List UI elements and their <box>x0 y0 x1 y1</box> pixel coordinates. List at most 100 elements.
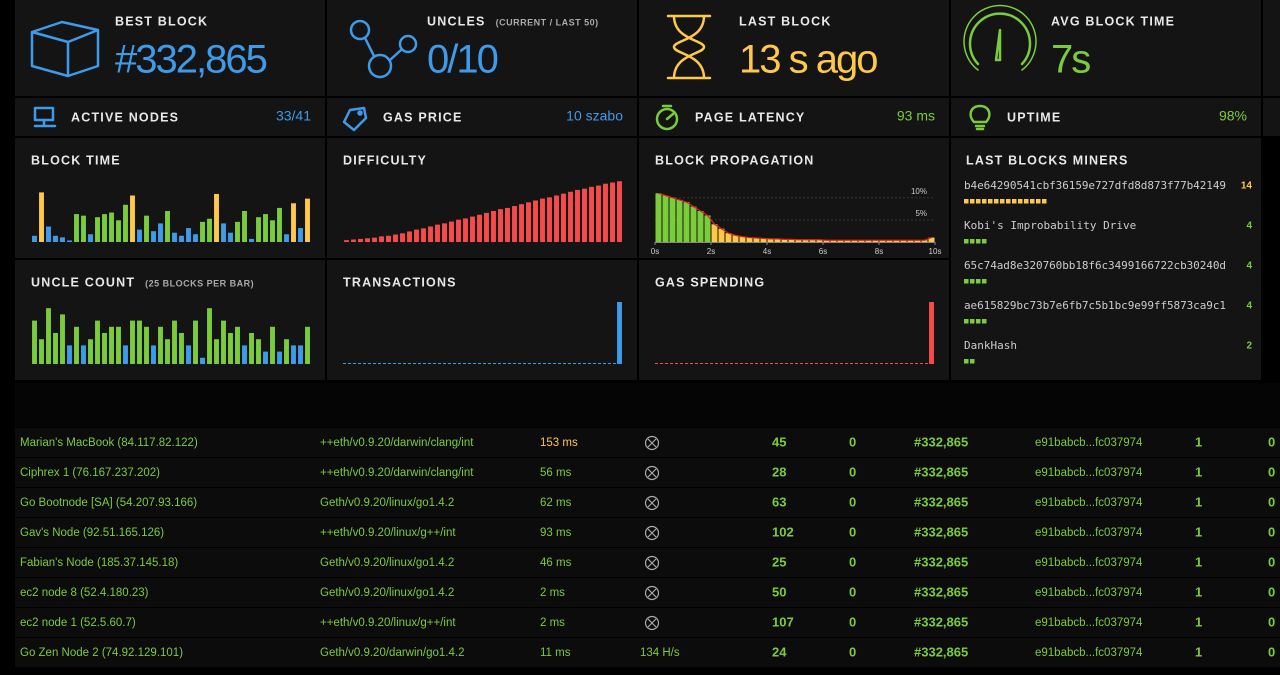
panel <box>639 98 949 136</box>
stat-label: LAST BLOCK <box>739 14 832 28</box>
not-mining-icon <box>644 495 660 511</box>
miner-name: ae615829bc73b7e6fb7c5b1bc9e99ff5873ca9c1 <box>964 299 1226 312</box>
bar <box>95 320 100 364</box>
bar <box>221 320 226 364</box>
bar <box>221 223 226 242</box>
bar <box>109 326 114 364</box>
bar <box>116 220 121 242</box>
bar <box>400 233 405 242</box>
histogram-bar <box>795 239 802 242</box>
gas-icon <box>342 106 368 132</box>
panel <box>639 260 949 380</box>
x-tick-label: 0s <box>651 247 659 256</box>
histogram-bar <box>928 237 935 242</box>
table-cell: 0 <box>849 554 856 569</box>
table-cell: e91babcb...fc037974 <box>1035 437 1143 449</box>
bar <box>102 214 107 242</box>
table-cell: 45 <box>772 434 786 449</box>
miner-count: 4 <box>1246 261 1252 272</box>
icon-part <box>644 495 660 511</box>
table-cell: #332,865 <box>914 524 968 539</box>
table-cell: #332,865 <box>914 494 968 509</box>
histogram-bar <box>851 240 858 242</box>
cube-icon <box>30 20 100 78</box>
table-cell: Geth/v0.9.20/darwin/go1.4.2 <box>320 647 465 659</box>
bar <box>491 211 496 242</box>
stat-value: 13 s ago <box>739 38 877 82</box>
small-stat-label: ACTIVE NODES <box>71 110 179 124</box>
bar <box>277 351 282 364</box>
bar <box>123 345 128 364</box>
bar <box>81 345 86 364</box>
bar <box>214 339 219 364</box>
histogram-bar <box>900 240 907 242</box>
bar <box>60 314 65 364</box>
bar <box>372 237 377 242</box>
miner-blocks <box>964 239 987 244</box>
bar <box>67 345 72 364</box>
table-cell: 2 ms <box>540 587 565 599</box>
table-cell: 93 ms <box>540 527 572 539</box>
bar <box>151 345 156 364</box>
bar <box>617 302 622 364</box>
bar <box>386 235 391 242</box>
icon-part <box>644 525 660 541</box>
chart-title: GAS SPENDING <box>655 275 765 289</box>
histogram-bar <box>732 235 739 242</box>
table-cell: 50 <box>772 584 786 599</box>
bar <box>235 221 240 242</box>
bar <box>39 192 44 242</box>
bar <box>193 234 198 242</box>
hourglass-icon <box>666 14 712 80</box>
bar <box>123 204 128 242</box>
y-tick-label: 10% <box>911 187 927 196</box>
bar <box>547 197 552 242</box>
table-cell: 25 <box>772 554 786 569</box>
small-stat-label: GAS PRICE <box>383 110 463 124</box>
bar <box>172 232 177 242</box>
histogram-bar <box>844 240 851 242</box>
table-cell: e91babcb...fc037974 <box>1035 617 1143 629</box>
table-cell: Gav's Node (92.51.165.126) <box>20 527 164 539</box>
miner-block <box>982 199 987 204</box>
table-cell: e91babcb...fc037974 <box>1035 647 1143 659</box>
icon-part <box>644 555 660 571</box>
table-cell: Fabian's Node (185.37.145.18) <box>20 557 178 569</box>
table-row <box>15 458 1280 487</box>
miner-blocks <box>964 199 1047 204</box>
table-cell: 0 <box>1268 614 1275 629</box>
bar <box>533 200 538 242</box>
icon-part <box>647 528 657 538</box>
table-cell: e91babcb...fc037974 <box>1035 467 1143 479</box>
miner-blocks <box>964 319 987 324</box>
table-cell: 153 ms <box>540 437 578 449</box>
miner-block <box>964 239 969 244</box>
table-cell: #332,865 <box>914 584 968 599</box>
node-table: Marian's MacBook (84.117.82.122) ++eth/v0… <box>15 383 1280 667</box>
bar <box>256 339 261 364</box>
histogram-bar <box>746 237 753 242</box>
bar <box>39 339 44 364</box>
miner-name: Kobi's Improbability Drive <box>964 219 1136 232</box>
table-cell: 1 <box>1195 524 1202 539</box>
table-cell: ++eth/v0.9.20/linux/g++/int <box>320 527 456 539</box>
histogram-bar <box>893 240 900 242</box>
bar <box>158 326 163 364</box>
icon-part <box>647 498 657 508</box>
bar <box>109 212 114 242</box>
bar <box>379 236 384 242</box>
not-mining-icon <box>644 555 660 571</box>
panel <box>15 0 325 96</box>
histogram-bar <box>683 202 690 242</box>
table-cell: Marian's MacBook (84.117.82.122) <box>20 437 198 449</box>
miner-count: 14 <box>1241 181 1253 192</box>
miner-block <box>970 359 975 364</box>
table-cell: 24 <box>772 644 787 659</box>
bar <box>484 212 489 242</box>
table-cell: 1 <box>1195 464 1202 479</box>
bar <box>526 202 531 242</box>
stat-value: 7s <box>1051 38 1090 82</box>
bar <box>442 223 447 242</box>
x-tick-label: 4s <box>763 247 771 256</box>
bar <box>242 211 247 242</box>
